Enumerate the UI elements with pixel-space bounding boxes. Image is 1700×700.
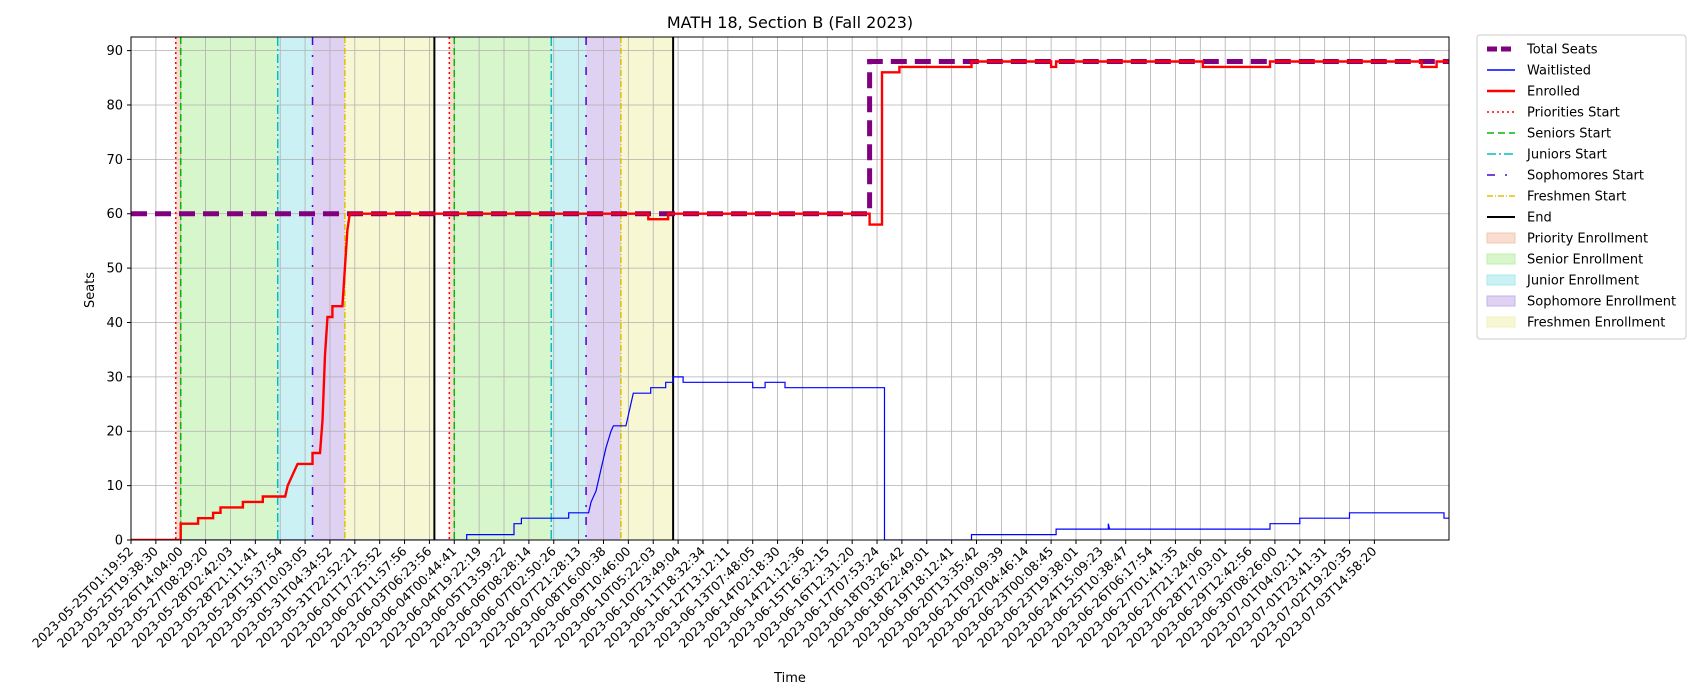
legend-label-11: Junior Enrollment: [1526, 274, 1639, 289]
span-3-0: [312, 37, 345, 540]
legend-label-4: Seniors Start: [1527, 127, 1611, 142]
y-axis-label: Seats: [83, 272, 98, 308]
legend-label-7: Freshmen Start: [1527, 190, 1626, 205]
y-tick-label: 90: [106, 44, 123, 59]
legend-label-0: Total Seats: [1526, 43, 1598, 58]
series-line-1: [131, 376, 1449, 540]
span-4-1: [620, 37, 674, 540]
legend-swatch-11: [1486, 274, 1516, 286]
y-tick-label: 60: [106, 207, 123, 222]
legend-label-12: Sophomore Enrollment: [1527, 295, 1676, 310]
legend-swatch-13: [1486, 316, 1516, 328]
span-1-0: [180, 37, 278, 540]
plot-area: 01020304050607080902023-05-25T01:19:5220…: [29, 36, 1450, 651]
legend-label-9: Priority Enrollment: [1527, 232, 1648, 247]
y-tick-label: 30: [106, 370, 123, 385]
span-0-0: [175, 37, 181, 540]
legend-label-2: Enrolled: [1527, 85, 1580, 100]
legend-label-8: End: [1527, 211, 1552, 226]
span-4-0: [344, 37, 435, 540]
y-tick-label: 20: [106, 425, 123, 440]
legend: Total Seats Waitlisted Enrolled Priorities …: [1476, 34, 1687, 340]
series-line-2: [131, 60, 1449, 540]
legend-label-10: Senior Enrollment: [1527, 253, 1643, 268]
legend-label-1: Waitlisted: [1527, 64, 1591, 79]
span-2-1: [551, 37, 587, 540]
y-tick-label: 70: [106, 153, 123, 168]
chart-title: MATH 18, Section B (Fall 2023): [667, 13, 913, 32]
span-1-1: [454, 37, 552, 540]
legend-label-3: Priorities Start: [1527, 106, 1620, 121]
legend-label-5: Juniors Start: [1526, 148, 1607, 163]
legend-swatch-9: [1486, 232, 1516, 244]
legend-swatch-10: [1486, 253, 1516, 265]
legend-label-6: Sophomores Start: [1527, 169, 1644, 184]
y-tick-label: 10: [106, 479, 123, 494]
span-2-0: [277, 37, 313, 540]
y-tick-label: 80: [106, 98, 123, 113]
legend-label-13: Freshmen Enrollment: [1527, 316, 1665, 331]
y-tick-label: 50: [106, 262, 123, 277]
axes-frame: [130, 36, 1450, 541]
y-tick-label: 40: [106, 316, 123, 331]
legend-swatch-12: [1486, 295, 1516, 307]
x-axis-label: Time: [773, 671, 806, 686]
y-tick-label: 0: [115, 534, 123, 549]
span-0-1: [449, 37, 455, 540]
legend-box: [1476, 34, 1687, 340]
